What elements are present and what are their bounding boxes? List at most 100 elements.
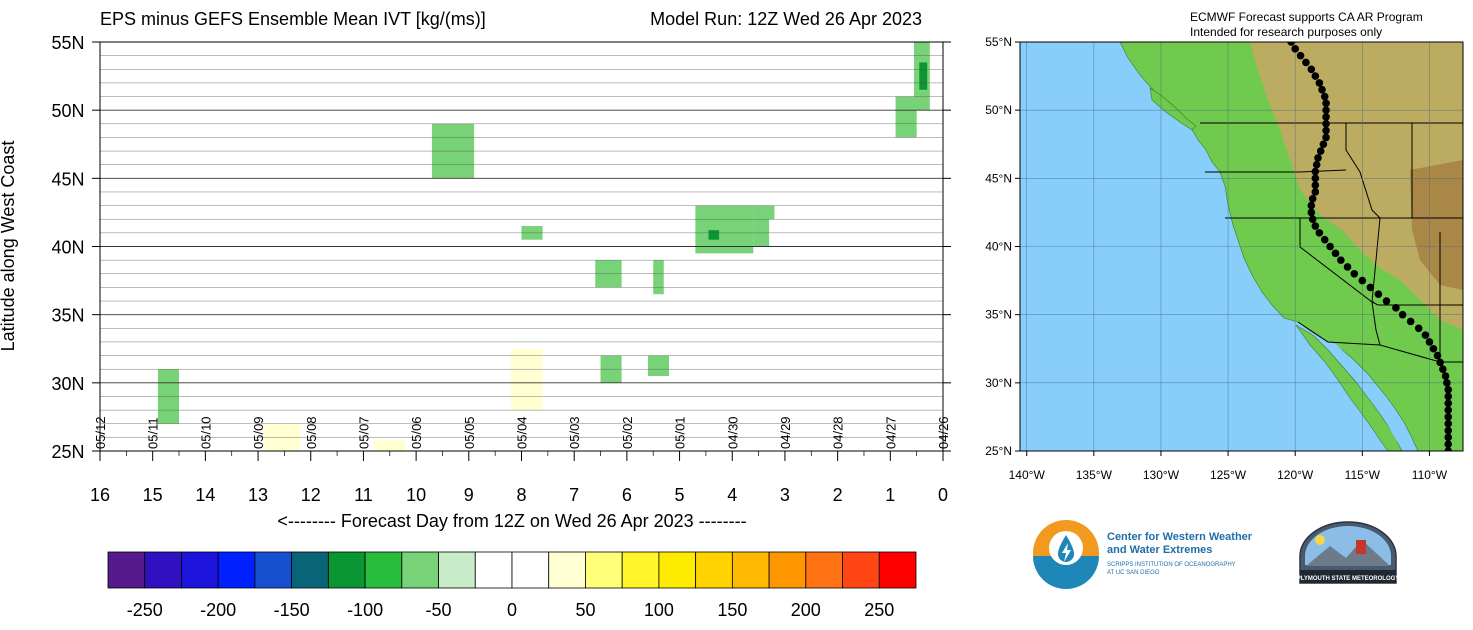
ivt-patch — [895, 376, 928, 424]
colorbar-cell — [401, 551, 439, 589]
track-point — [1366, 283, 1375, 292]
track-point — [1322, 126, 1330, 135]
plymouth-banner — [1300, 570, 1396, 583]
date-label: 04/28 — [831, 416, 846, 449]
cw3e-name-2: and Water Extremes — [1107, 544, 1212, 556]
colorbar-label: 250 — [864, 600, 894, 620]
ivt-patch — [858, 55, 886, 97]
track-point — [1425, 338, 1434, 346]
track-point — [1314, 154, 1322, 162]
colorbar-cell — [695, 551, 733, 589]
colorbar-cell — [474, 551, 513, 589]
track-point — [1320, 92, 1329, 101]
track-point — [1312, 160, 1321, 169]
map-lat-label: 40°N — [985, 240, 1012, 254]
track-point — [1319, 140, 1328, 149]
ivt-patch — [895, 96, 917, 138]
gulf-of-california — [1318, 338, 1412, 451]
track-point — [1444, 392, 1453, 401]
track-point — [1406, 317, 1415, 326]
colorbar-cell — [805, 551, 843, 589]
map-note-line1: ECMWF Forecast supports CA AR Program — [1190, 10, 1423, 24]
date-label: 04/27 — [883, 416, 898, 449]
cw3e-wave — [1033, 556, 1099, 589]
colorbar-cell — [327, 551, 366, 589]
baja-peninsula — [1295, 324, 1403, 451]
track-point — [1307, 65, 1316, 74]
y-tick-label: 35N — [51, 306, 84, 326]
plymouth-state-logo: PLYMOUTH STATE METEOROLOGY — [1297, 521, 1400, 584]
ivt-patch — [242, 219, 280, 261]
map-lat-label: 30°N — [985, 376, 1012, 390]
ivt-patch — [919, 62, 928, 90]
colorbar-label: 200 — [791, 600, 821, 620]
y-axis-label: Latitude along West Coast — [0, 141, 18, 352]
track-point — [1421, 331, 1430, 339]
x-tick-label: 3 — [780, 485, 790, 505]
track-point — [1331, 249, 1340, 258]
track-point — [1414, 324, 1423, 333]
x-tick-label: 15 — [143, 485, 163, 505]
track-point — [1296, 51, 1305, 60]
date-label: 04/29 — [778, 416, 793, 449]
y-tick-label: 40N — [51, 238, 84, 258]
colorbar-cell — [548, 551, 586, 589]
map-lon-label: 135°W — [1076, 468, 1113, 482]
track-point — [1311, 181, 1320, 189]
track-point — [1444, 426, 1453, 435]
date-label: 05/02 — [620, 416, 635, 449]
cw3e-name-1: Center for Western Weather — [1107, 531, 1253, 543]
ivt-heatmap: 05/12 05/11 05/10 05/09 05/08 05/07 05/06 05/05… — [51, 33, 951, 505]
colorbar-label: -250 — [127, 600, 163, 620]
track-point — [1307, 201, 1316, 210]
map-lon-label: 120°W — [1277, 468, 1314, 482]
track-point — [1444, 419, 1453, 428]
track-point — [1358, 276, 1367, 285]
date-label: 05/05 — [462, 416, 477, 449]
x-tick-label: 16 — [90, 485, 110, 505]
x-tick-label: 1 — [885, 485, 895, 505]
ivt-patch — [373, 440, 406, 451]
map-gridlines — [1020, 42, 1463, 451]
map-lon-label: 130°W — [1143, 468, 1180, 482]
ivt-patch — [184, 246, 222, 295]
x-tick-label: 4 — [727, 485, 737, 505]
date-label: 05/07 — [356, 416, 371, 449]
track-point — [1322, 99, 1330, 108]
colorbar-label: -200 — [200, 600, 236, 620]
colorbar-label: -150 — [274, 600, 310, 620]
x-tick-label: 12 — [301, 485, 321, 505]
ivt-patch — [321, 246, 406, 288]
ivt-patch — [769, 219, 833, 281]
ivt-patch — [510, 348, 543, 411]
track-point — [1322, 113, 1330, 121]
ivt-patch — [142, 62, 164, 124]
colorbar-label: 0 — [507, 600, 517, 620]
colorbar-cell — [768, 551, 807, 589]
track-point — [1311, 167, 1320, 176]
map: 55°N 50°N 45°N 40°N 35°N 30°N 25°N 140°W 135°W 1… — [985, 35, 1464, 482]
colorbar-label: -100 — [347, 600, 383, 620]
ivt-patch — [708, 230, 720, 240]
colorbar-cell — [254, 551, 293, 589]
track-point — [1441, 372, 1450, 380]
y-tick-label: 50N — [51, 101, 84, 121]
colorbar-label: -50 — [426, 600, 452, 620]
colorbar-cell — [511, 551, 550, 589]
x-tick-label: 8 — [516, 485, 526, 505]
ivt-patch — [647, 355, 670, 377]
track-point — [1322, 133, 1330, 142]
map-lat-label: 50°N — [985, 103, 1012, 117]
date-label: 05/10 — [198, 416, 213, 449]
track-point — [1444, 406, 1453, 414]
x-tick-label: 9 — [464, 485, 474, 505]
colorbar: -250 -200 -150 -100 -50 0 50 100 150 200 250 — [107, 551, 917, 620]
track-point — [1439, 365, 1447, 374]
colorbar-cell — [878, 551, 917, 589]
colorbar-label: 150 — [717, 600, 747, 620]
track-point — [1337, 256, 1345, 264]
track-point — [1433, 351, 1442, 360]
track-point — [1315, 229, 1324, 237]
track-point — [1318, 85, 1326, 94]
plymouth-label: PLYMOUTH STATE METEOROLOGY — [1297, 576, 1400, 582]
